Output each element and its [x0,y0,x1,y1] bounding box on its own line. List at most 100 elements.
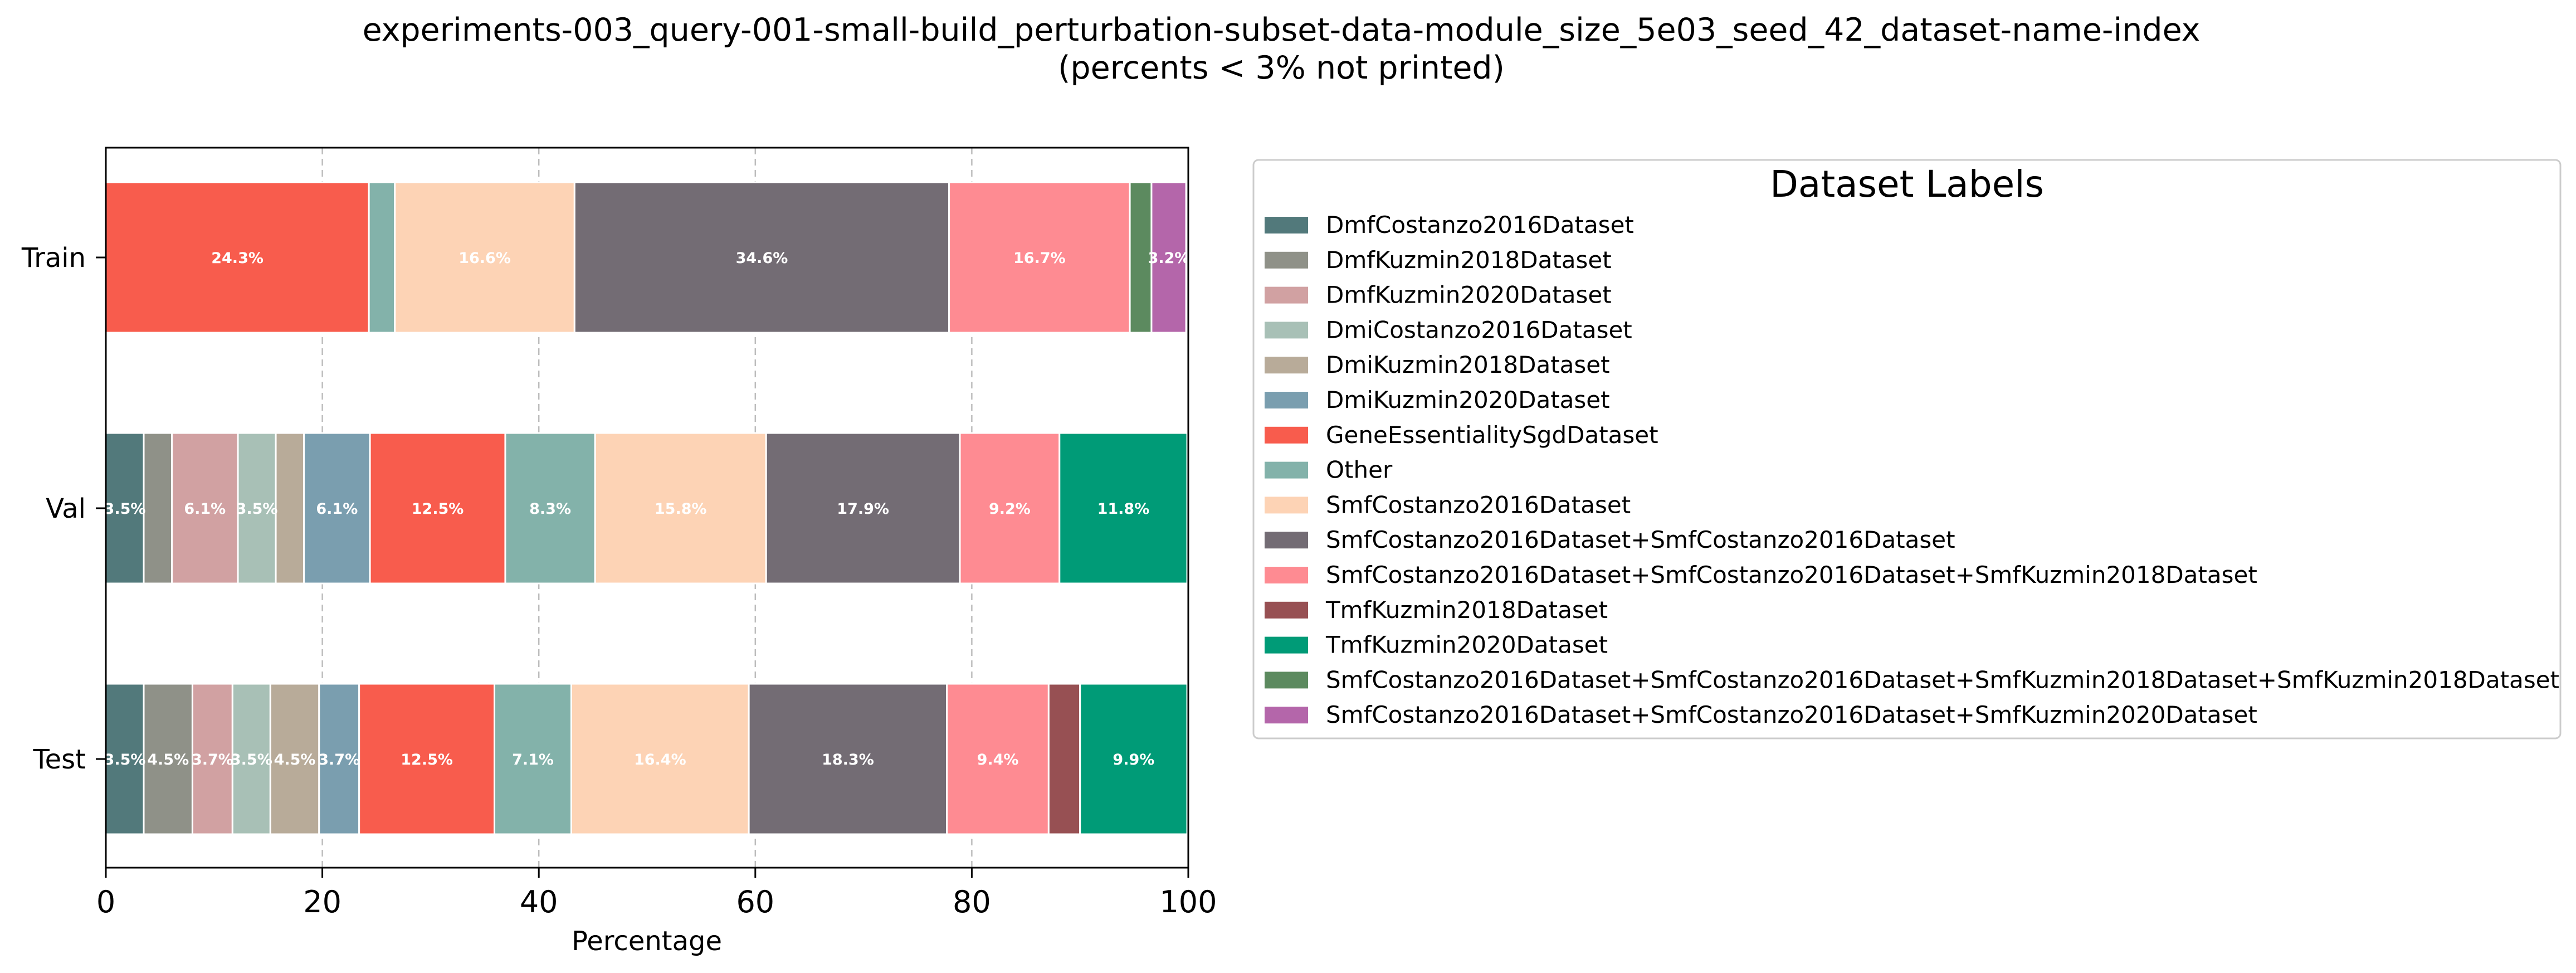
bar-value-label: 24.3% [211,250,264,267]
bar-value-label: 34.6% [736,250,788,267]
bar-value-label: 7.1% [512,751,554,768]
bar-segment [948,181,1131,334]
axis-ticks: 0 20 40 60 80 100 Train Val Test [21,242,1217,920]
x-tick-label: 100 [1159,884,1217,920]
bar-segment [191,683,233,835]
bars [105,181,1188,835]
bar-segment [1079,683,1188,835]
bar-value-label: 18.3% [822,751,874,768]
legend-swatch [1265,532,1308,549]
legend-label: Other [1326,456,1393,484]
bar-value-label: 3.5% [104,751,146,768]
bar-segment [959,432,1061,585]
x-tick-label: 40 [520,884,558,920]
legend-swatch [1265,426,1308,444]
bar-value-label: 6.1% [184,500,226,518]
bar-segment [303,432,371,585]
legend-label: SmfCostanzo2016Dataset [1326,491,1631,518]
legend-swatch [1265,357,1308,374]
x-tick-label: 60 [736,884,774,920]
legend-label: DmiCostanzo2016Dataset [1326,316,1632,343]
bar-value-label: 3.7% [318,751,360,768]
bar-segment [594,432,767,585]
bar-segment [504,432,596,585]
bar-segment [171,432,239,585]
bar-segment [368,181,396,334]
legend-swatch [1265,636,1308,654]
x-axis-label: Percentage [572,926,722,957]
bar-segment [143,683,193,835]
legend-label: DmfKuzmin2020Dataset [1326,281,1612,309]
legend-label: DmfKuzmin2018Dataset [1326,246,1612,274]
legend-swatch [1265,322,1308,339]
bar-value-label: 3.7% [192,751,233,768]
bar-segment [570,683,750,835]
bar-segment [946,683,1050,835]
bar-segment [1047,683,1081,835]
legend-label: DmfCostanzo2016Dataset [1326,211,1634,239]
legend-swatch [1265,672,1308,689]
y-tick-label: Test [32,744,86,775]
x-tick-label: 80 [953,884,991,920]
legend: Dataset Labels DmfCostanzo2016DatasetDmf… [1252,159,2562,740]
bar-value-label: 16.7% [1013,250,1066,267]
bar-value-label: 11.8% [1097,500,1150,518]
bar-value-label: 3.5% [231,751,272,768]
bar-segment [237,432,277,585]
bar-value-label: 4.5% [274,751,316,768]
legend-title: Dataset Labels [1770,163,2044,206]
bar-segment [748,683,948,835]
legend-label: DmiKuzmin2020Dataset [1326,386,1610,413]
y-tick-label: Train [21,242,86,274]
bar-segment [765,432,961,585]
bar-segment [1129,181,1153,334]
legend-label: DmiKuzmin2018Dataset [1326,351,1610,378]
bar-segment [231,683,271,835]
chart-title: experiments-003_query-001-small-build_pe… [363,12,2201,48]
chart-subtitle: (percents < 3% not printed) [1058,50,1505,86]
bar-value-label: 3.5% [236,500,278,518]
bar-value-label: 3.2% [1148,250,1190,267]
bar-value-label: 6.1% [316,500,358,518]
bar-segment [573,181,950,334]
bar-segment [143,432,173,585]
legend-label: SmfCostanzo2016Dataset+SmfCostanzo2016Da… [1326,666,2559,693]
bar-value-label: 17.9% [837,500,889,518]
legend-label: GeneEssentialitySgdDataset [1326,421,1658,449]
bar-value-label: 12.5% [412,500,464,518]
legend-frame [1252,159,2562,740]
bar-value-label: 16.4% [634,751,686,768]
bar-value-label: 9.4% [977,751,1019,768]
legend-swatch [1265,601,1308,619]
bar-value-label: 4.5% [147,751,189,768]
bar-segment [369,432,506,585]
bar-segment [105,181,370,334]
bar-value-label: 8.3% [529,500,571,518]
bar-value-labels: 24.3% 16.6% 34.6% 16.7% 3.2% 3.5% 6.1% 3.5% 6.1%… [104,250,1190,768]
bar-value-label: 9.2% [989,500,1031,518]
bar-value-label: 12.5% [401,751,453,768]
legend-swatch [1265,461,1308,479]
legend-swatch [1265,497,1308,514]
x-tick-label: 20 [303,884,341,920]
legend-label: TmfKuzmin2020Dataset [1325,631,1608,659]
bar-segment [105,683,145,835]
legend-label: SmfCostanzo2016Dataset+SmfCostanzo2016Da… [1326,701,2257,728]
bar-value-label: 15.8% [655,500,707,518]
x-tick-label: 0 [96,884,115,920]
y-tick-label: Val [46,493,86,524]
bar-segment [1150,181,1187,334]
legend-items: DmfCostanzo2016Dataset DmfKuzmin2018Datas… [1265,211,2559,728]
bar-segment [358,683,496,835]
legend-swatch [1265,286,1308,304]
legend-label: SmfCostanzo2016Dataset+SmfCostanzo2016Da… [1326,561,2257,588]
bar-segment [1058,432,1188,585]
bar-value-label: 16.6% [458,250,511,267]
bar-value-label: 3.5% [104,500,146,518]
legend-label: TmfKuzmin2018Dataset [1325,596,1608,624]
legend-swatch [1265,217,1308,233]
legend-swatch [1265,251,1308,269]
legend-swatch [1265,392,1308,408]
legend-swatch [1265,567,1308,583]
